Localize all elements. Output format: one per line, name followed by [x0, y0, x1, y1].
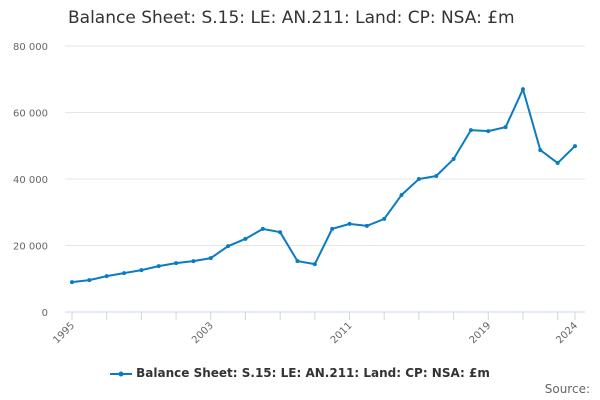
y-tick-label: 60 000	[13, 109, 48, 120]
data-point	[191, 259, 196, 264]
x-tick-label: 2024	[554, 320, 580, 346]
data-point	[295, 259, 300, 264]
source-label: Source:	[544, 382, 590, 396]
y-tick-label: 0	[42, 308, 48, 319]
data-point	[156, 264, 161, 269]
data-point	[260, 226, 265, 231]
data-point	[139, 268, 144, 273]
data-point	[226, 244, 231, 249]
data-point	[364, 223, 369, 228]
data-point	[174, 261, 179, 266]
y-tick-label: 40 000	[13, 175, 48, 186]
data-point	[122, 271, 127, 276]
legend[interactable]: Balance Sheet: S.15: LE: AN.211: Land: C…	[0, 366, 600, 380]
chart-title: Balance Sheet: S.15: LE: AN.211: Land: C…	[68, 8, 515, 28]
data-point	[486, 129, 491, 134]
y-tick-label: 20 000	[13, 242, 48, 253]
data-point	[243, 236, 248, 241]
data-point	[399, 192, 404, 197]
data-point	[347, 221, 352, 226]
data-point	[382, 216, 387, 221]
y-tick-label: 80 000	[13, 42, 48, 53]
x-tick-label: 1995	[51, 320, 77, 346]
legend-label: Balance Sheet: S.15: LE: AN.211: Land: C…	[136, 366, 490, 380]
data-point	[278, 230, 283, 235]
data-point	[87, 278, 92, 283]
data-point	[416, 177, 421, 181]
data-point	[70, 280, 74, 285]
data-point	[104, 274, 109, 279]
legend-line-icon	[110, 371, 133, 376]
data-point	[520, 87, 525, 92]
data-point	[573, 144, 577, 149]
data-point	[208, 256, 213, 261]
data-point	[555, 161, 560, 166]
data-point	[503, 125, 508, 130]
data-point	[538, 148, 543, 153]
data-point	[434, 174, 439, 179]
data-point	[468, 128, 473, 133]
series-line	[71, 86, 576, 284]
x-tick-label: 2019	[468, 320, 494, 346]
x-tick-label: 2003	[190, 320, 216, 346]
x-tick-label: 2011	[329, 320, 355, 346]
data-point	[312, 262, 317, 267]
data-point	[451, 157, 456, 162]
data-point	[330, 226, 335, 231]
